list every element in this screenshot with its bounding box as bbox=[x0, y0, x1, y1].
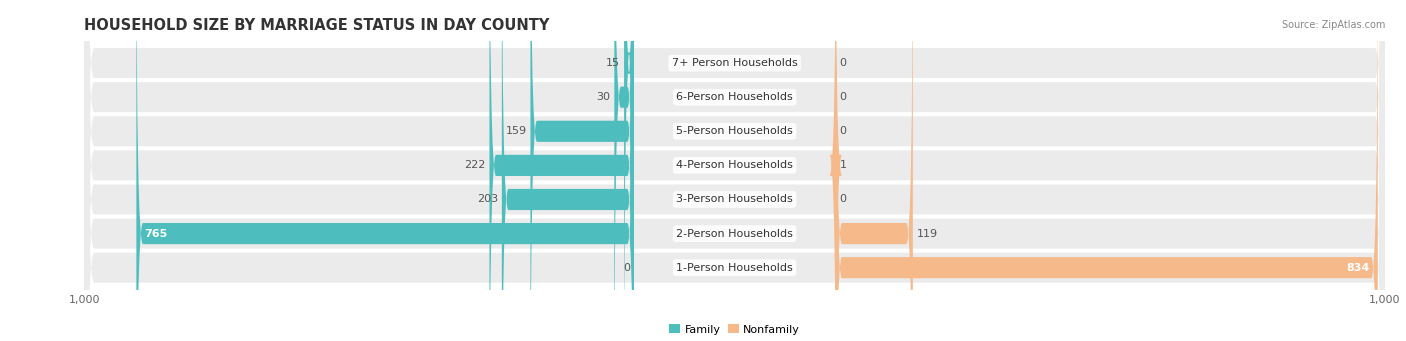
FancyBboxPatch shape bbox=[614, 0, 634, 341]
Text: 0: 0 bbox=[839, 194, 846, 205]
Text: 3-Person Households: 3-Person Households bbox=[676, 194, 793, 205]
FancyBboxPatch shape bbox=[84, 0, 1385, 341]
Text: 0: 0 bbox=[839, 58, 846, 68]
Text: 765: 765 bbox=[145, 228, 167, 239]
FancyBboxPatch shape bbox=[84, 0, 1385, 341]
FancyBboxPatch shape bbox=[624, 0, 634, 341]
Text: 0: 0 bbox=[623, 263, 630, 273]
Text: 203: 203 bbox=[477, 194, 498, 205]
FancyBboxPatch shape bbox=[502, 0, 634, 341]
Text: 1: 1 bbox=[839, 160, 846, 170]
FancyBboxPatch shape bbox=[84, 0, 1385, 341]
Text: 0: 0 bbox=[839, 126, 846, 136]
Text: 159: 159 bbox=[505, 126, 527, 136]
FancyBboxPatch shape bbox=[830, 0, 842, 341]
FancyBboxPatch shape bbox=[530, 0, 634, 341]
FancyBboxPatch shape bbox=[835, 0, 1378, 341]
Text: 2-Person Households: 2-Person Households bbox=[676, 228, 793, 239]
FancyBboxPatch shape bbox=[84, 0, 1385, 341]
Text: 15: 15 bbox=[606, 58, 620, 68]
Text: 0: 0 bbox=[839, 92, 846, 102]
Text: 7+ Person Households: 7+ Person Households bbox=[672, 58, 797, 68]
Text: 4-Person Households: 4-Person Households bbox=[676, 160, 793, 170]
FancyBboxPatch shape bbox=[84, 0, 1385, 341]
FancyBboxPatch shape bbox=[835, 0, 912, 341]
Text: 30: 30 bbox=[596, 92, 610, 102]
FancyBboxPatch shape bbox=[84, 0, 1385, 341]
FancyBboxPatch shape bbox=[136, 0, 634, 341]
Text: 222: 222 bbox=[464, 160, 485, 170]
FancyBboxPatch shape bbox=[489, 0, 634, 341]
Text: 6-Person Households: 6-Person Households bbox=[676, 92, 793, 102]
Text: HOUSEHOLD SIZE BY MARRIAGE STATUS IN DAY COUNTY: HOUSEHOLD SIZE BY MARRIAGE STATUS IN DAY… bbox=[84, 18, 550, 33]
Text: Source: ZipAtlas.com: Source: ZipAtlas.com bbox=[1281, 20, 1385, 30]
Text: 834: 834 bbox=[1347, 263, 1369, 273]
Text: 119: 119 bbox=[917, 228, 938, 239]
Legend: Family, Nonfamily: Family, Nonfamily bbox=[665, 320, 804, 339]
FancyBboxPatch shape bbox=[84, 0, 1385, 341]
Text: 5-Person Households: 5-Person Households bbox=[676, 126, 793, 136]
Text: 1-Person Households: 1-Person Households bbox=[676, 263, 793, 273]
